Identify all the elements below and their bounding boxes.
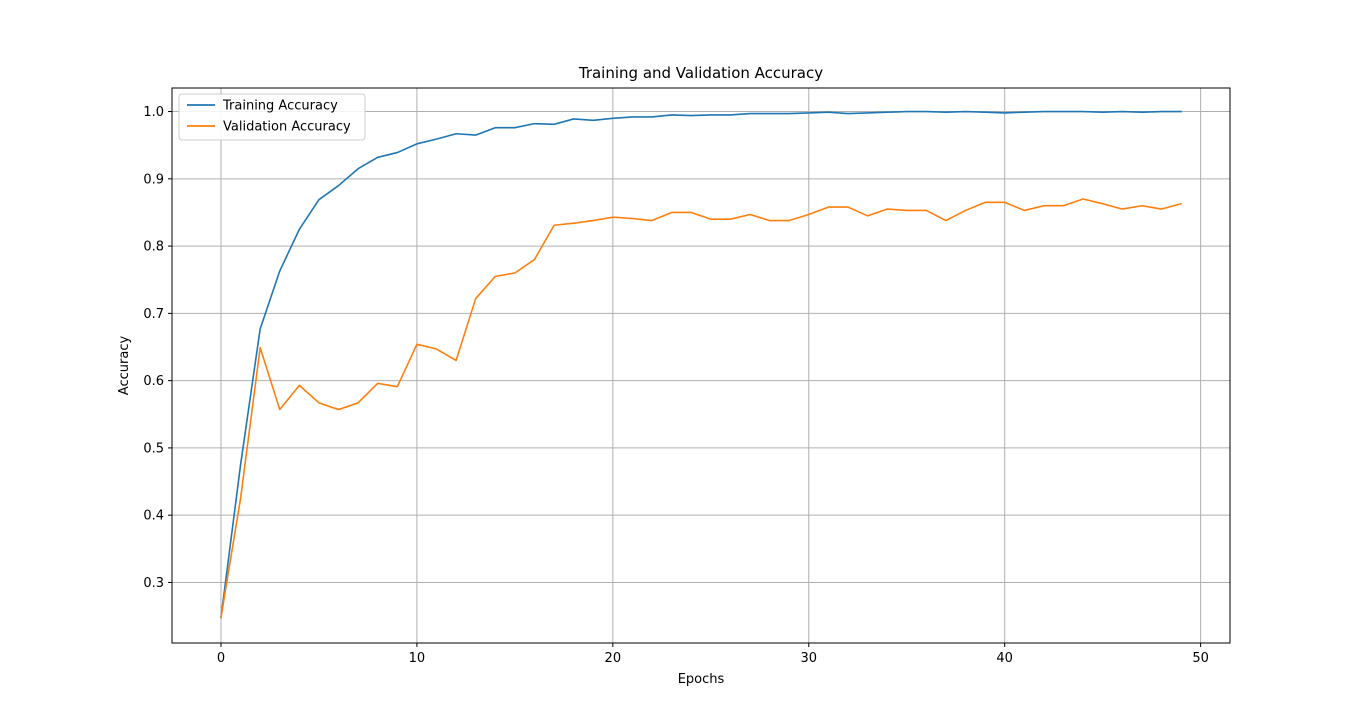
- x-tick-label: 10: [409, 651, 426, 666]
- y-axis-title: Accuracy: [117, 336, 132, 396]
- y-tick-label: 0.8: [143, 240, 164, 255]
- y-tick-label: 0.6: [143, 374, 164, 389]
- x-tick-label: 40: [996, 651, 1013, 666]
- plot-frame: [171, 87, 1231, 644]
- x-axis-title: Epochs: [678, 672, 725, 687]
- series-line-validation-accuracy: [220, 198, 1183, 619]
- y-tick-label: 0.5: [143, 441, 164, 456]
- x-tick-label: 0: [217, 651, 225, 666]
- y-tick-label: 0.4: [143, 509, 164, 524]
- legend: Training Accuracy Validation Accuracy: [178, 93, 366, 141]
- y-tick-label: 0.7: [143, 307, 164, 322]
- series-layer: [220, 110, 1183, 619]
- y-tick-label: 0.9: [143, 172, 164, 187]
- series-line-training-accuracy: [220, 110, 1182, 619]
- y-tick-label: 1.0: [143, 105, 164, 120]
- legend-label: Validation Accuracy: [223, 120, 351, 135]
- x-tick-label: 20: [605, 651, 622, 666]
- x-tick-label: 50: [1192, 651, 1209, 666]
- chart-title: Training and Validation Accuracy: [578, 64, 823, 82]
- ticks: 0 10 20 30 40 50 0.3 0.4 0.5 0.6 0.7 0.8 0.9 1.0: [143, 105, 1209, 666]
- legend-box: [178, 93, 366, 141]
- x-tick-label: 30: [800, 651, 817, 666]
- y-tick-label: 0.3: [143, 576, 164, 591]
- legend-label: Training Accuracy: [222, 99, 338, 114]
- grid: [172, 88, 1230, 643]
